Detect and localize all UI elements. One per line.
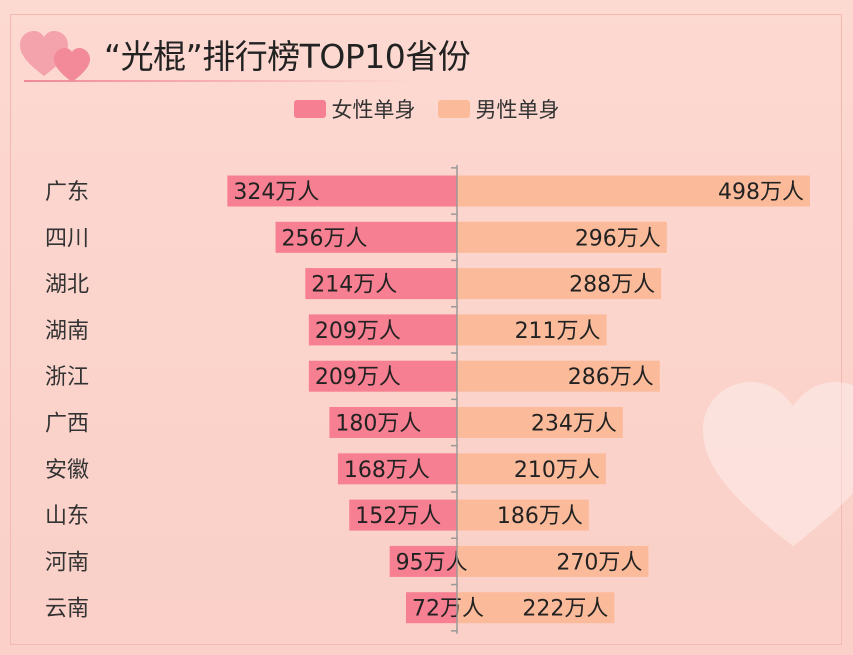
value-label-male-2: 288万人 bbox=[569, 273, 655, 298]
hearts-icon bbox=[20, 31, 90, 82]
bar-female-7 bbox=[349, 499, 457, 531]
legend-label-male: 男性单身 bbox=[475, 98, 560, 122]
bar-male-6 bbox=[457, 453, 606, 485]
value-label-male-7: 186万人 bbox=[497, 504, 583, 529]
bar-female-2 bbox=[305, 268, 457, 300]
bar-female-6 bbox=[337, 453, 457, 485]
legend-item-female[interactable]: 女性单身 bbox=[293, 94, 416, 124]
category-label-8: 河南 bbox=[45, 550, 89, 575]
legend-swatch-male bbox=[437, 100, 470, 118]
bar-female-1 bbox=[275, 221, 457, 253]
bar-male-2 bbox=[457, 268, 662, 300]
category-label-2: 湖北 bbox=[45, 273, 89, 298]
bar-female-0 bbox=[227, 175, 457, 207]
category-label-0: 广东 bbox=[45, 180, 89, 205]
value-label-female-5: 180万人 bbox=[335, 412, 421, 437]
bar-female-8 bbox=[389, 545, 457, 577]
legend-swatch-female bbox=[293, 100, 326, 118]
category-label-7: 山东 bbox=[45, 504, 89, 529]
bar-male-0 bbox=[457, 175, 810, 207]
value-label-male-5: 234万人 bbox=[531, 412, 617, 437]
value-label-male-8: 270万人 bbox=[556, 550, 642, 575]
bar-male-8 bbox=[457, 545, 649, 577]
value-label-female-3: 209万人 bbox=[315, 319, 401, 344]
value-label-male-0: 498万人 bbox=[718, 180, 804, 205]
value-label-female-2: 214万人 bbox=[311, 273, 397, 298]
legend: 女性单身 男性单身 bbox=[0, 94, 853, 124]
legend-item-male[interactable]: 男性单身 bbox=[437, 94, 560, 124]
bar-female-9 bbox=[405, 592, 457, 624]
value-label-female-1: 256万人 bbox=[282, 226, 368, 251]
legend-label-female: 女性单身 bbox=[331, 98, 416, 122]
value-label-female-4: 209万人 bbox=[315, 365, 401, 390]
bar-male-5 bbox=[457, 407, 623, 438]
bar-male-3 bbox=[457, 314, 607, 346]
value-label-female-7: 152万人 bbox=[355, 504, 441, 529]
value-label-female-9: 72万人 bbox=[412, 597, 484, 622]
value-label-male-4: 286万人 bbox=[568, 365, 654, 390]
title-underline bbox=[24, 80, 414, 82]
value-label-female-6: 168万人 bbox=[344, 458, 430, 483]
chart-frame bbox=[10, 14, 842, 645]
category-label-1: 四川 bbox=[45, 226, 89, 251]
chart-title: “光棍”排行榜TOP10省份 bbox=[104, 37, 471, 76]
value-label-female-8: 95万人 bbox=[396, 550, 468, 575]
bar-male-7 bbox=[457, 499, 589, 531]
bar-male-9 bbox=[457, 592, 615, 624]
category-label-6: 安徽 bbox=[45, 458, 89, 483]
value-label-female-0: 324万人 bbox=[233, 180, 319, 205]
bar-female-5 bbox=[329, 407, 457, 438]
value-label-male-6: 210万人 bbox=[514, 458, 600, 483]
background-heart-icon bbox=[703, 382, 853, 546]
value-label-male-1: 296万人 bbox=[575, 226, 661, 251]
category-label-3: 湖南 bbox=[45, 319, 89, 344]
value-label-male-3: 211万人 bbox=[515, 319, 601, 344]
bar-female-3 bbox=[308, 314, 457, 346]
value-label-male-9: 222万人 bbox=[522, 597, 608, 622]
bar-female-4 bbox=[308, 360, 457, 392]
bar-male-1 bbox=[457, 221, 667, 253]
category-label-5: 广西 bbox=[45, 412, 89, 437]
category-label-4: 浙江 bbox=[45, 365, 89, 390]
category-label-9: 云南 bbox=[45, 597, 89, 622]
bar-male-4 bbox=[457, 360, 660, 392]
